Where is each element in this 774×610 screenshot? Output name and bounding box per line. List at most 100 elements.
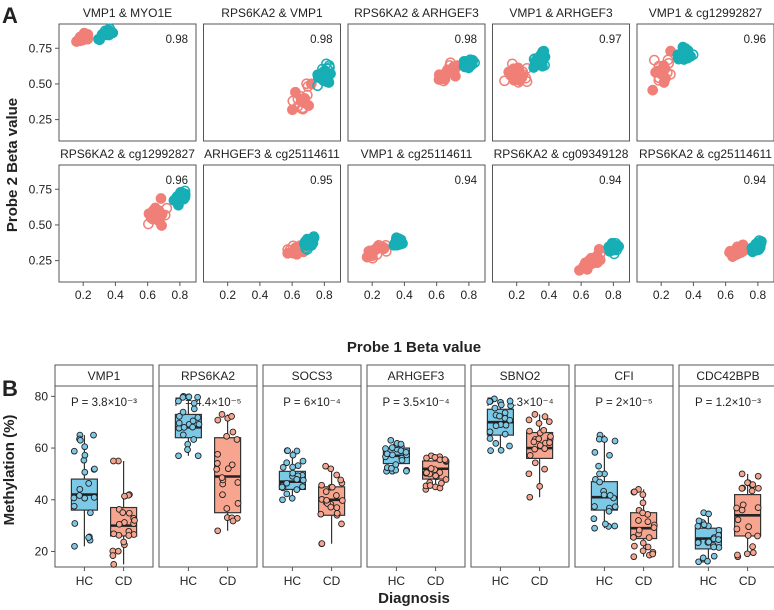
hc-data-point [179, 431, 187, 439]
hc-data-point [294, 462, 302, 469]
x-axis-title: Probe 1 Beta value [347, 339, 481, 356]
hc-data-point [486, 428, 494, 436]
hc-data-point [175, 419, 183, 427]
hc-data-point [700, 521, 708, 529]
cd-data-point [635, 526, 643, 534]
x-tick-label: 0.8 [316, 288, 333, 302]
hc-data-point [602, 520, 609, 528]
cd-data-point [525, 416, 533, 424]
cd-data-point [541, 445, 549, 452]
p-value-label: P = 3.5×10⁻⁴ [382, 397, 449, 409]
hc-data-point [71, 542, 78, 550]
hc-data-point [299, 476, 307, 484]
hc-data-point [76, 485, 84, 493]
correlation-value: 0.95 [310, 175, 332, 187]
hc-data-point [283, 490, 291, 498]
scatter-panel-frame [203, 23, 341, 142]
cd-sample-point [647, 84, 659, 96]
correlation-value: 0.94 [744, 175, 767, 187]
hc-data-point [387, 436, 395, 444]
scatter-panel-frame [636, 23, 774, 142]
scatter-panel-frame [492, 164, 630, 283]
cd-data-point [541, 465, 548, 473]
cd-data-point [733, 504, 740, 512]
hc-data-point [611, 437, 619, 445]
hc-data-point [497, 446, 505, 454]
x-tick-label: 0.4 [685, 288, 702, 302]
x-tick-label: 0.2 [75, 288, 92, 302]
hc-data-point [487, 447, 494, 454]
hc-data-point [70, 494, 78, 502]
hc-data-point [506, 397, 514, 405]
cd-data-point [630, 534, 637, 541]
x-tick-label: 0.6 [428, 288, 445, 302]
correlation-value: 0.94 [599, 175, 622, 187]
x-tick-label: 0.2 [508, 288, 525, 302]
cd-data-point [426, 482, 434, 489]
cd-data-point [535, 435, 543, 443]
cd-data-point [438, 479, 445, 487]
cd-data-point [125, 532, 133, 539]
cd-sample-point [730, 245, 741, 256]
hc-data-point [710, 543, 718, 551]
x-tick-label: CD [739, 574, 757, 588]
cd-data-point [541, 413, 549, 420]
cd-data-point [630, 553, 638, 561]
cd-data-point [631, 488, 638, 496]
facet-panel-frame [366, 385, 466, 568]
cd-data-point [131, 517, 138, 524]
correlation-value: 0.96 [166, 175, 188, 187]
y-tick-label: 0.50 [29, 77, 53, 91]
cd-sample-point [578, 261, 589, 272]
cd-data-point [755, 484, 762, 492]
scatter-panel-title: VMP1 & MYO1E [83, 6, 172, 20]
hc-data-point [293, 486, 301, 493]
facet-gene-title: CDC42BPB [696, 369, 759, 383]
hc-data-point [90, 431, 97, 439]
correlation-value: 0.98 [455, 34, 477, 46]
cd-data-point [733, 525, 741, 533]
hc-data-point [195, 420, 203, 428]
panel-b-label: B [2, 376, 18, 401]
x-tick-label: 0.6 [139, 288, 156, 302]
cd-data-point [531, 445, 539, 453]
y-tick-label: 40 [35, 493, 49, 507]
cd-data-point [754, 472, 762, 480]
cd-data-point [748, 487, 756, 495]
hc-data-point [283, 459, 291, 467]
cd-data-point [536, 483, 544, 490]
cd-data-point [530, 438, 538, 446]
hc-data-point [591, 449, 599, 456]
cd-data-point [228, 461, 236, 469]
x-tick-label: HC [388, 574, 406, 588]
cd-data-point [540, 426, 548, 434]
hc-data-point [491, 404, 499, 412]
cd-data-point [214, 416, 222, 424]
y-tick-label: 60 [35, 441, 49, 455]
cd-data-point [333, 471, 341, 479]
cd-data-point [234, 479, 242, 486]
cd-data-point [317, 510, 325, 518]
hc-data-point [389, 451, 396, 459]
hc-data-point [486, 398, 494, 405]
hc-data-point [194, 452, 202, 460]
hc-data-point [175, 413, 183, 420]
panel-a-label: A [2, 3, 18, 28]
facet-panel-frame [470, 385, 570, 568]
hc-data-point [70, 447, 78, 455]
hc-sample-point [466, 58, 478, 69]
x-tick-label: CD [219, 574, 237, 588]
cd-data-point [109, 552, 117, 559]
x-tick-label: HC [76, 574, 94, 588]
scatter-panel-title: VMP1 & cg12992827 [649, 6, 763, 20]
x-tick-label: 0.8 [172, 288, 189, 302]
cd-data-point [427, 465, 435, 472]
hc-data-point [595, 462, 602, 470]
hc-data-point [596, 478, 603, 486]
hc-data-point [402, 448, 410, 456]
hc-data-point [175, 452, 182, 460]
hc-data-point [497, 401, 505, 409]
hc-data-point [76, 492, 83, 499]
hc-data-point [715, 536, 722, 543]
hc-sample-point [537, 54, 549, 66]
